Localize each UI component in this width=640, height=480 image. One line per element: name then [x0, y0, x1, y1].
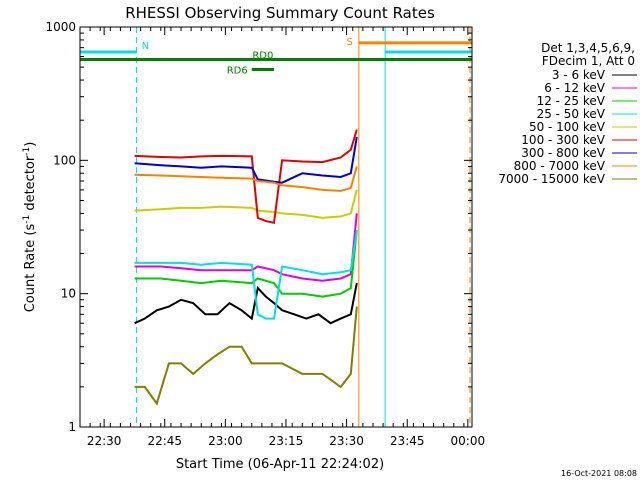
series-line-1: [134, 213, 358, 282]
series-line-7: [134, 166, 358, 192]
x-tick-label-0: 22:30: [87, 434, 122, 448]
x-tick-label-2: 23:00: [208, 434, 243, 448]
legend-label-0: 3 - 6 keV: [552, 68, 606, 82]
x-tick-label-6: 00:00: [451, 434, 486, 448]
status-bar-label-1: S: [346, 37, 352, 48]
legend-header-line-2: FDecim 1, Att 0: [542, 54, 635, 68]
x-tick-label-1: 22:45: [147, 434, 182, 448]
y-tick-label-3: 1000: [45, 20, 76, 34]
x-tick-label-5: 23:45: [390, 434, 425, 448]
legend-header-line-1: Det 1,3,4,5,6,9,: [541, 41, 635, 55]
legend-label-4: 50 - 100 keV: [529, 120, 606, 134]
legend-label-1: 6 - 12 keV: [544, 81, 606, 95]
plot-frame: [79, 26, 473, 428]
legend-label-7: 800 - 7000 keV: [514, 159, 606, 173]
legend-label-5: 100 - 300 keV: [521, 133, 605, 147]
status-bar-label-0: N: [142, 41, 149, 52]
status-bar-label-3: RD0: [252, 51, 273, 62]
x-tick-label-4: 23:30: [329, 434, 364, 448]
legend-label-2: 12 - 25 keV: [537, 94, 606, 108]
legend-label-8: 7000 - 15000 keV: [498, 172, 605, 186]
y-tick-label-2: 100: [53, 153, 76, 167]
series-line-0: [134, 282, 358, 325]
chart-title: RHESSI Observing Summary Count Rates: [125, 4, 435, 22]
timestamp: 16-Oct-2021 08:08: [561, 469, 637, 478]
legend-label-6: 300 - 800 keV: [521, 146, 605, 160]
series-line-4: [134, 189, 358, 219]
y-tick-label-0: 1: [68, 420, 76, 434]
series-line-5: [134, 129, 358, 225]
x-tick-label-3: 23:15: [269, 434, 304, 448]
series-line-3: [134, 229, 358, 320]
y-axis-label: Count Rate (s-1 detector-1): [22, 142, 38, 313]
status-bar-label-4: RD6: [227, 66, 248, 77]
series-line-2: [134, 229, 358, 298]
x-axis-label: Start Time (06-Apr-11 22:24:02): [176, 457, 384, 472]
y-tick-label-1: 10: [61, 287, 76, 301]
series-line-8: [134, 306, 358, 406]
series-line-6: [134, 136, 358, 184]
legend-label-3: 25 - 50 keV: [537, 107, 606, 121]
